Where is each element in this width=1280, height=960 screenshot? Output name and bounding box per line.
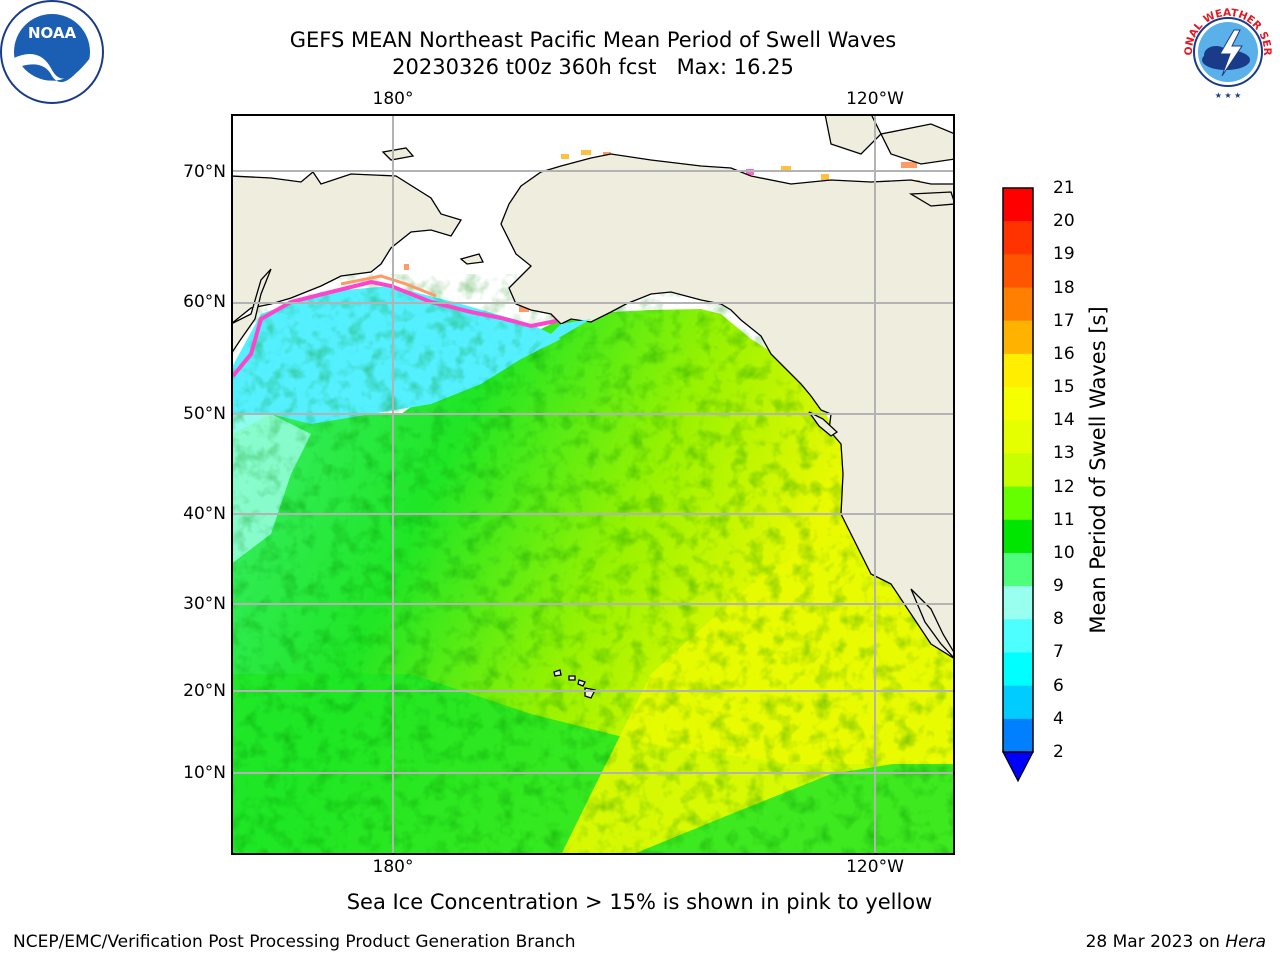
noaa-logo-icon: NOAA [0, 0, 104, 104]
colorbar-swatch [1003, 287, 1033, 322]
map-subtitle: 20230326 t00z 360h fcst Max: 16.25 [392, 55, 794, 79]
map-frame [231, 114, 955, 855]
colorbar-swatch [1003, 387, 1033, 421]
colorbar-swatch [1003, 420, 1033, 454]
colorbar-swatch [1003, 188, 1033, 222]
colorbar-tick: 11 [1053, 509, 1075, 530]
svg-text:★ ★ ★: ★ ★ ★ [1215, 91, 1242, 100]
sea-ice-note: Sea Ice Concentration > 15% is shown in … [346, 890, 933, 914]
colorbar-tick: 6 [1053, 675, 1064, 696]
colorbar-swatch [1003, 519, 1033, 554]
colorbar-tick: 14 [1053, 410, 1075, 431]
colorbar-swatch [1003, 552, 1033, 587]
footer-date: 28 Mar 2023 on Hera [1086, 932, 1266, 952]
colorbar-swatch [1003, 320, 1033, 355]
colorbar-label: Mean Period of Swell Waves [s] [1086, 306, 1110, 634]
lon-tick-top-120w: 120°W [846, 89, 904, 109]
lat-tick-10n: 10°N [183, 763, 226, 783]
colorbar-tick: 13 [1053, 443, 1075, 464]
lon-tick-top-180: 180° [372, 89, 414, 109]
colorbar-tick: 9 [1053, 576, 1064, 597]
colorbar-tick: 20 [1053, 211, 1075, 232]
colorbar-swatch [1003, 652, 1033, 687]
land-masses [232, 115, 954, 699]
colorbar-tick: 17 [1053, 310, 1075, 331]
colorbar-tick: 12 [1053, 476, 1075, 497]
colorbar-swatch [1003, 619, 1033, 653]
colorbar-swatch [1003, 453, 1033, 488]
colorbar-tick: 16 [1053, 343, 1075, 364]
lat-tick-30n: 30°N [183, 594, 226, 614]
colorbar-tick: 19 [1053, 244, 1075, 265]
colorbar-tick: 8 [1053, 609, 1064, 630]
colorbar-tick: 4 [1053, 708, 1064, 729]
footer-date-text: 28 Mar 2023 on [1085, 932, 1226, 952]
colorbar-swatch [1003, 586, 1033, 620]
colorbar-tick: 15 [1053, 377, 1075, 398]
graticule [232, 115, 954, 854]
lat-tick-40n: 40°N [183, 504, 226, 524]
lat-tick-50n: 50°N [183, 404, 226, 424]
colorbar-tick: 7 [1053, 642, 1064, 663]
colorbar-extend-min [1002, 751, 1034, 783]
lat-tick-70n: 70°N [183, 162, 226, 182]
colorbar-swatch [1003, 353, 1033, 388]
colorbar-tick: 2 [1053, 742, 1064, 762]
colorbar-swatch [1003, 486, 1033, 521]
footer-credit: NCEP/EMC/Verification Post Processing Pr… [13, 932, 576, 952]
map-title: GEFS MEAN Northeast Pacific Mean Period … [289, 28, 897, 52]
lat-tick-20n: 20°N [183, 681, 226, 701]
lon-tick-bottom-120w: 120°W [846, 857, 904, 877]
colorbar-tick: 18 [1053, 277, 1075, 298]
lat-tick-60n: 60°N [183, 292, 226, 312]
colorbar-swatch [1003, 685, 1033, 720]
noaa-logo-text: NOAA [28, 24, 77, 42]
colorbar-swatch [1003, 221, 1033, 255]
colorbar-swatch [1003, 718, 1033, 753]
colorbar [1002, 187, 1034, 783]
colorbar-tick: 21 [1053, 178, 1075, 198]
sea-ice-bering [232, 279, 569, 378]
lon-tick-bottom-180: 180° [372, 857, 414, 877]
nws-logo-icon: NATIONAL WEATHER SERVICE ★ ★ ★ [1176, 0, 1278, 102]
colorbar-tick: 10 [1053, 542, 1075, 563]
footer-host: Hera [1225, 932, 1266, 952]
map-plot [231, 114, 955, 855]
colorbar-swatch [1003, 254, 1033, 289]
colorbar-frame [1002, 187, 1034, 753]
